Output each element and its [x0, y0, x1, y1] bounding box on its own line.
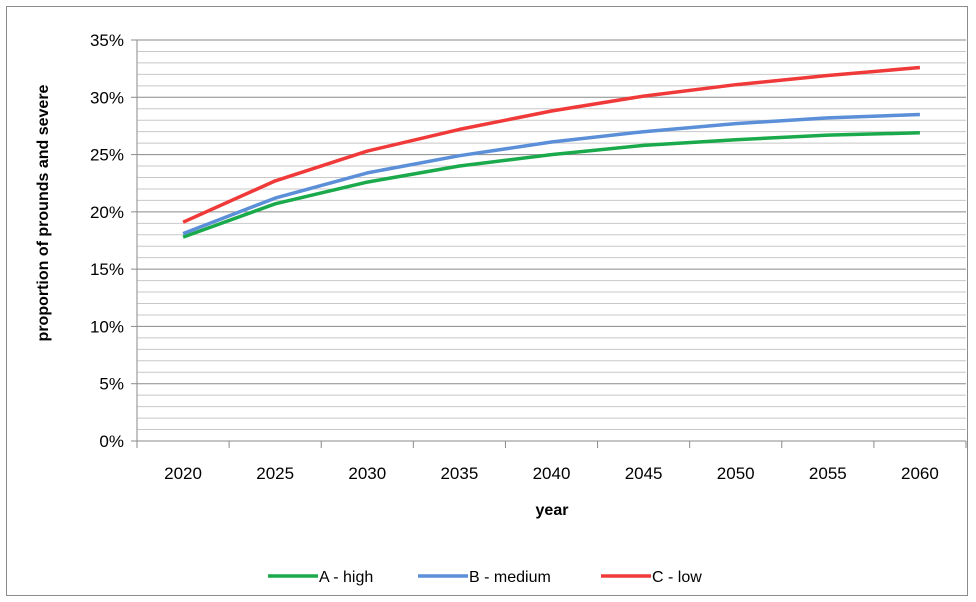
x-tick-label: 2045: [625, 464, 663, 483]
y-tick-label: 35%: [90, 31, 124, 50]
x-tick-labels: 2020 2025 2030 2035 2040 2045 2050 2055 2060: [164, 464, 939, 483]
y-tick-label: 15%: [90, 260, 124, 279]
legend-label-a: A - high: [319, 569, 373, 586]
legend: A - high B - medium C - low: [268, 569, 702, 586]
y-tick-label: 20%: [90, 203, 124, 222]
x-tick-label: 2050: [717, 464, 755, 483]
series-lines: [182, 65, 921, 239]
x-tick-label: 2020: [164, 464, 202, 483]
y-tick-label: 30%: [90, 88, 124, 107]
gridlines: [137, 39, 966, 431]
x-tick-label: 2060: [901, 464, 939, 483]
legend-label-b: B - medium: [469, 569, 551, 586]
series-line-b: [182, 112, 920, 236]
chart-frame: [6, 6, 968, 596]
x-tick-label: 2035: [440, 464, 478, 483]
y-tick-label: 10%: [90, 317, 124, 336]
legend-label-c: C - low: [652, 569, 702, 586]
x-tick-label: 2040: [533, 464, 571, 483]
y-tick-label: 0%: [99, 432, 124, 451]
x-tick-label: 2030: [348, 464, 386, 483]
y-tick-labels: 0% 5% 10% 15% 20% 25% 30% 35%: [90, 31, 124, 451]
x-axis-title: year: [536, 502, 569, 519]
y-tick-label: 25%: [90, 146, 124, 165]
y-tick-label: 5%: [99, 375, 124, 394]
y-axis-title: proportion of prounds and severe: [35, 84, 52, 341]
axes: [131, 39, 967, 448]
x-tick-label: 2055: [809, 464, 847, 483]
x-tick-label: 2025: [256, 464, 294, 483]
series-line-a: [182, 131, 920, 239]
series-line-c: [182, 65, 921, 224]
